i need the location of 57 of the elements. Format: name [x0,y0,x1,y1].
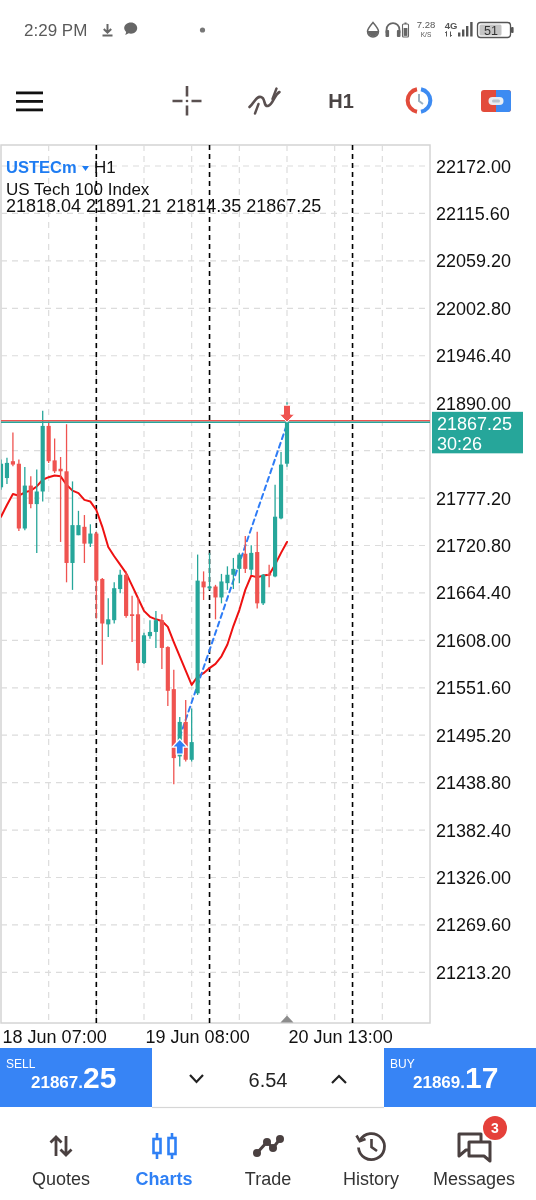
candlestick [118,569,123,594]
candlestick [28,475,33,509]
text: 4G [444,20,458,31]
candlestick [237,552,242,584]
candlestick [88,523,93,548]
y-tick-label: 21382.40 [436,820,512,841]
y-tick-label: 21495.20 [436,725,512,746]
ref-line-label: 21867.25 [437,413,513,434]
x-tick-label: 19 Jun 08:00 [145,1027,250,1047]
text: H1 [328,90,354,112]
text: Messages [432,1169,516,1189]
line-series [1,474,288,686]
candlestick [243,535,248,574]
x-tick-label: 18 Jun 07:00 [2,1027,107,1047]
y-tick-label: 21946.40 [436,346,512,367]
text: History [342,1169,400,1189]
y-tick-label: 21720.80 [436,535,512,556]
candlestick [34,468,39,554]
y-tick-label: 22115.60 [436,203,510,224]
y-tick-label: 21213.20 [436,962,512,983]
y-tick-label: 21551.60 [436,678,512,699]
candlestick [82,514,87,564]
text: 6.54 [248,1069,288,1091]
text: USTECm [6,158,77,176]
y-tick-label: 21326.00 [436,868,512,889]
y-tick-label: 21438.80 [436,773,512,794]
y-tick-label: 22002.80 [436,298,512,319]
text: 3 [491,1120,500,1136]
text: 7.28 [416,18,436,30]
y-tick-label: 22172.00 [436,156,512,177]
text: BUY [390,1057,415,1071]
annotation: H1 [94,158,116,177]
y-tick-label: 21608.00 [436,630,512,651]
text: 21869.17 [413,1061,499,1094]
x-tick-label: 20 Jun 13:00 [288,1027,393,1047]
candlestick [4,457,10,485]
y-tick-label: 21890.00 [436,393,512,414]
text: Trade [244,1169,292,1189]
candlestick [267,564,272,589]
candlestick [130,595,135,643]
candlestick [201,570,206,601]
candlestick [213,584,218,620]
text: 2:29 PM [24,21,88,40]
candlestick [231,557,236,590]
text: Quotes [31,1169,91,1189]
candlestick [10,431,15,467]
candlestick [249,544,254,576]
text: Charts [135,1169,193,1189]
text: 51 [484,24,498,38]
candlestick [106,597,111,638]
candlestick [189,707,194,763]
y-tick-label: 21269.60 [436,915,512,936]
y-tick-label: 21777.20 [436,488,512,509]
candlestick [153,610,158,649]
y-tick-label: 21664.40 [436,583,512,604]
y-tick-label: 22059.20 [436,251,512,272]
text: 30:26 [437,433,483,454]
